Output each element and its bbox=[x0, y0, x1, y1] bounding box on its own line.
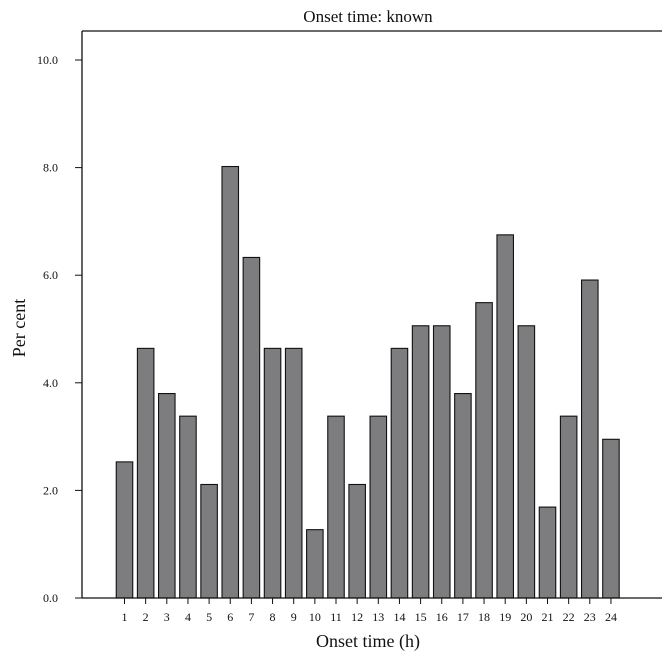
x-tick-label: 3 bbox=[164, 610, 170, 624]
x-tick-label: 2 bbox=[143, 610, 149, 624]
x-tick-label: 10 bbox=[309, 610, 321, 624]
x-tick-label: 5 bbox=[206, 610, 212, 624]
x-tick-label: 12 bbox=[351, 610, 363, 624]
y-tick-label: 2.0 bbox=[43, 483, 58, 497]
x-tick-label: 9 bbox=[291, 610, 297, 624]
bar-13 bbox=[369, 415, 388, 599]
y-axis-title: Per cent bbox=[9, 299, 29, 357]
bar-19 bbox=[496, 234, 515, 599]
bar-14 bbox=[390, 347, 409, 599]
x-tick-label: 19 bbox=[499, 610, 511, 624]
bar-4 bbox=[179, 415, 197, 599]
bar-15 bbox=[411, 325, 430, 599]
bar-22 bbox=[559, 415, 578, 599]
bar-17 bbox=[454, 393, 472, 599]
x-axis-title: Onset time (h) bbox=[316, 631, 420, 652]
bar-18 bbox=[475, 302, 493, 599]
y-tick-label: 6.0 bbox=[43, 268, 58, 282]
x-tick-label: 13 bbox=[372, 610, 384, 624]
axes-group bbox=[81, 30, 662, 599]
bar-16 bbox=[432, 325, 451, 599]
x-tick-label: 17 bbox=[457, 610, 469, 624]
bar-11 bbox=[327, 415, 345, 599]
x-tick-label: 23 bbox=[584, 610, 596, 624]
x-tick-label: 22 bbox=[563, 610, 575, 624]
x-tick-label: 16 bbox=[436, 610, 448, 624]
bar-3 bbox=[158, 393, 176, 599]
x-tick-label: 4 bbox=[185, 610, 191, 624]
x-tick-label: 7 bbox=[248, 610, 254, 624]
bar-1 bbox=[115, 461, 134, 599]
y-tick-label: 4.0 bbox=[43, 376, 58, 390]
bar-9 bbox=[284, 347, 303, 599]
x-tick-label: 18 bbox=[478, 610, 490, 624]
bar-8 bbox=[263, 347, 282, 599]
bar-6 bbox=[221, 165, 240, 599]
y-tick-label: 0.0 bbox=[43, 591, 58, 605]
bar-23 bbox=[580, 279, 599, 599]
bar-20 bbox=[517, 325, 536, 599]
bar-5 bbox=[200, 483, 218, 599]
chart-title: Onset time: known bbox=[303, 7, 433, 26]
x-tick-label: 20 bbox=[520, 610, 532, 624]
bar-21 bbox=[538, 506, 557, 599]
y-tick-label: 8.0 bbox=[43, 161, 58, 175]
x-ticks-group: 1 2 3 4 5 6 7 8 9 10 11 12 13 14 15 16 17 18 19 20 21 22 23 24 bbox=[122, 598, 617, 624]
x-tick-label: 21 bbox=[542, 610, 554, 624]
x-tick-label: 15 bbox=[415, 610, 427, 624]
x-tick-label: 8 bbox=[270, 610, 276, 624]
bars-group bbox=[115, 165, 620, 599]
bar-24 bbox=[602, 438, 620, 599]
bar-10 bbox=[306, 529, 324, 599]
bar-7 bbox=[242, 256, 261, 599]
x-tick-label: 6 bbox=[227, 610, 233, 624]
y-ticks-group: 0.0 2.0 4.0 6.0 8.0 10.0 bbox=[37, 53, 82, 605]
bar-12 bbox=[348, 483, 366, 599]
y-tick-label: 10.0 bbox=[37, 53, 58, 67]
x-tick-label: 11 bbox=[330, 610, 342, 624]
x-tick-label: 14 bbox=[393, 610, 405, 624]
bar-2 bbox=[136, 347, 155, 599]
x-tick-label: 1 bbox=[122, 610, 128, 624]
x-tick-label: 24 bbox=[605, 610, 617, 624]
